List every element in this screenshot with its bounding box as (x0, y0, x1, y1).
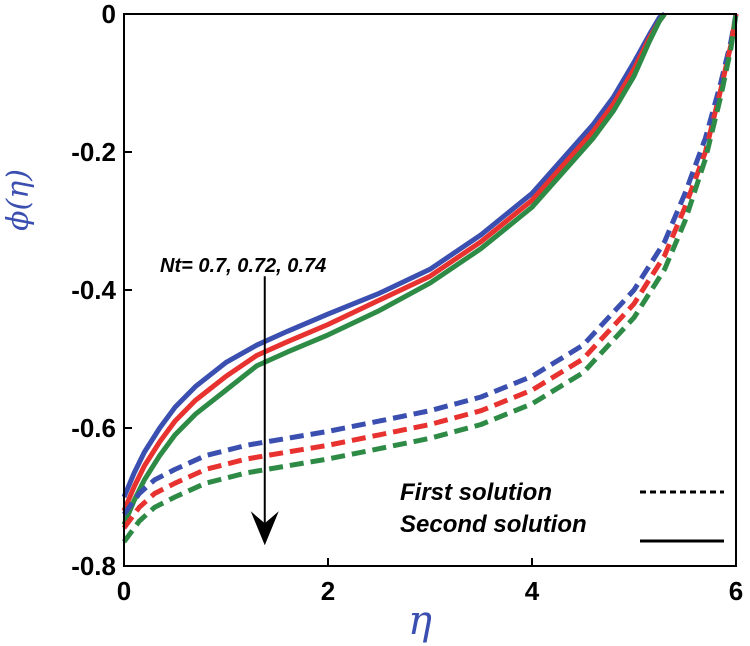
y-tick-label: -0.4 (71, 275, 116, 305)
legend: First solution Second solution (400, 479, 724, 543)
y-tick-label: 0 (102, 0, 116, 29)
annotation-arrowhead (250, 511, 279, 546)
x-tick-label: 6 (729, 576, 743, 606)
ticks-layer: 0 2 4 6 0 -0.2 -0.4 -0.6 -0.8 (71, 0, 743, 606)
y-axis-label: ϕ(η) (1, 169, 36, 231)
y-tick-label: -0.8 (71, 551, 116, 581)
series-line-second-3 (121, 13, 739, 544)
annotation-label: Nt= 0.7, 0.72, 0.74 (160, 255, 326, 277)
x-axis-label: η (408, 598, 432, 644)
series-line-first-1 (121, 11, 666, 498)
series-line-second-2 (121, 13, 739, 530)
x-tick-label: 4 (525, 576, 540, 606)
x-tick-label: 2 (321, 576, 335, 606)
y-tick-label: -0.6 (71, 413, 116, 443)
series-layer (121, 11, 739, 544)
series-line-first-2 (121, 12, 667, 512)
x-tick-label: 0 (117, 576, 131, 606)
legend-label-first: First solution (400, 479, 552, 506)
legend-label-second: Second solution (400, 511, 587, 538)
series-line-second-1 (121, 13, 739, 516)
y-tick-label: -0.2 (71, 137, 116, 167)
series-line-first-3 (121, 12, 667, 526)
